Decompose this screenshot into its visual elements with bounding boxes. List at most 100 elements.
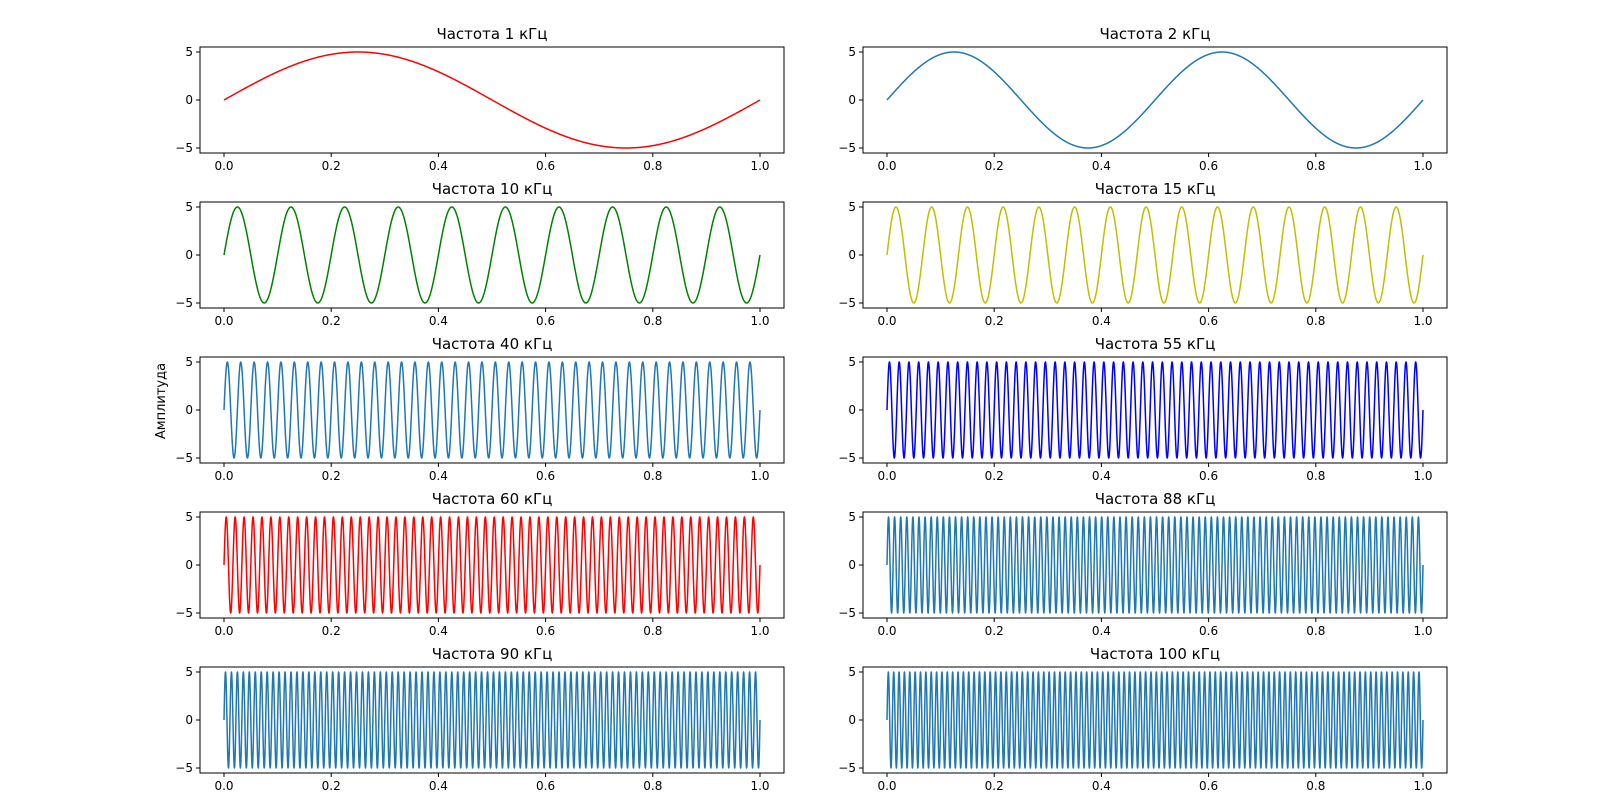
x-tick-label: 0.4: [429, 314, 448, 328]
x-tick-label: 0.0: [877, 314, 896, 328]
x-tick-label: 0.6: [536, 314, 555, 328]
x-tick-label: 0.2: [322, 159, 341, 173]
x-tick-label: 0.6: [1199, 314, 1218, 328]
y-tick-label: 0: [185, 248, 193, 262]
x-tick-label: 1.0: [1413, 624, 1432, 638]
x-tick-label: 0.4: [1092, 159, 1111, 173]
x-tick-label: 1.0: [750, 779, 769, 793]
x-tick-label: 1.0: [750, 469, 769, 483]
y-tick-label: 0: [185, 713, 193, 727]
panel-title: Частота 90 кГц: [432, 645, 553, 663]
y-tick-label: 0: [848, 403, 856, 417]
panel-title: Частота 40 кГц: [432, 335, 553, 353]
signal-line: [223, 361, 761, 459]
panel-title: Частота 60 кГц: [432, 490, 553, 508]
subplot-60khz: Частота 60 кГц 0.0 0.2 0.4 0.6 0.8 1.0 5 0 −5: [175, 490, 785, 638]
x-tick-label: 0.2: [985, 624, 1004, 638]
x-tick-label: 0.6: [536, 779, 555, 793]
panel-title: Частота 15 кГц: [1095, 180, 1216, 198]
x-tick-label: 1.0: [1413, 779, 1432, 793]
panel-title: Частота 55 кГц: [1095, 335, 1216, 353]
x-tick-label: 0.4: [429, 159, 448, 173]
x-tick-label: 0.6: [536, 469, 555, 483]
x-tick-label: 0.6: [1199, 624, 1218, 638]
subplot-100khz: Частота 100 кГц 0.0 0.2 0.4 0.6 0.8 1.0 5 0 −5: [838, 645, 1448, 793]
signal-line: [223, 671, 761, 769]
y-tick-label: 0: [185, 93, 193, 107]
panel-title: Частота 1 кГц: [436, 25, 547, 43]
subplot-1khz: Частота 1 кГц 0.0 0.2 0.4 0.6 0.8 1.0 5 0 −5: [175, 25, 785, 173]
y-tick-label: 5: [848, 665, 856, 679]
y-tick-label: −5: [175, 761, 193, 775]
x-tick-label: 1.0: [1413, 469, 1432, 483]
y-tick-label: 5: [185, 665, 193, 679]
signal-line: [886, 51, 1424, 149]
panel-title: Частота 2 кГц: [1099, 25, 1210, 43]
y-tick-label: 0: [185, 558, 193, 572]
panel-title: Частота 88 кГц: [1095, 490, 1216, 508]
x-tick-label: 0.2: [322, 314, 341, 328]
x-tick-label: 0.4: [429, 469, 448, 483]
signal-line: [223, 516, 761, 614]
y-tick-label: −5: [838, 606, 856, 620]
x-tick-label: 0.0: [877, 624, 896, 638]
x-tick-label: 0.2: [322, 779, 341, 793]
x-tick-label: 0.6: [536, 624, 555, 638]
y-tick-label: 5: [185, 200, 193, 214]
panel-title: Частота 100 кГц: [1090, 645, 1220, 663]
x-tick-label: 1.0: [1413, 159, 1432, 173]
subplot-40khz: Частота 40 кГц 0.0 0.2 0.4 0.6 0.8 1.0 5 0 −5: [175, 335, 785, 483]
x-tick-label: 0.4: [1092, 624, 1111, 638]
x-tick-label: 0.8: [643, 314, 662, 328]
x-tick-label: 0.8: [1306, 314, 1325, 328]
x-tick-label: 0.0: [214, 779, 233, 793]
subplot-15khz: Частота 15 кГц 0.0 0.2 0.4 0.6 0.8 1.0 5 0 −5: [838, 180, 1448, 328]
y-tick-label: −5: [838, 296, 856, 310]
x-tick-label: 0.8: [1306, 779, 1325, 793]
x-tick-label: 0.2: [322, 469, 341, 483]
y-tick-label: 0: [848, 713, 856, 727]
y-tick-label: −5: [838, 451, 856, 465]
signal-line: [886, 516, 1424, 614]
y-tick-label: −5: [175, 141, 193, 155]
x-tick-label: 0.8: [1306, 159, 1325, 173]
subplot-2khz: Частота 2 кГц 0.0 0.2 0.4 0.6 0.8 1.0 5 0 −5: [838, 25, 1448, 173]
signal-line: [223, 206, 761, 304]
y-tick-label: 5: [848, 45, 856, 59]
x-tick-label: 0.8: [1306, 469, 1325, 483]
signal-line: [886, 361, 1424, 459]
x-tick-label: 0.2: [322, 624, 341, 638]
x-tick-label: 0.0: [214, 469, 233, 483]
x-tick-label: 0.0: [214, 159, 233, 173]
y-tick-label: 0: [848, 558, 856, 572]
x-tick-label: 1.0: [750, 624, 769, 638]
x-tick-label: 0.0: [877, 159, 896, 173]
x-tick-label: 0.8: [1306, 624, 1325, 638]
y-tick-label: 0: [848, 248, 856, 262]
x-tick-label: 0.8: [643, 469, 662, 483]
y-tick-label: −5: [175, 606, 193, 620]
x-tick-label: 1.0: [1413, 314, 1432, 328]
y-tick-label: 5: [848, 510, 856, 524]
x-tick-label: 0.0: [877, 469, 896, 483]
x-tick-label: 0.2: [985, 314, 1004, 328]
x-tick-label: 0.6: [1199, 469, 1218, 483]
signal-line: [223, 51, 761, 149]
y-axis-label: Амплитуда: [154, 363, 169, 439]
x-tick-label: 0.2: [985, 469, 1004, 483]
y-tick-label: 5: [185, 355, 193, 369]
x-tick-label: 0.8: [643, 624, 662, 638]
y-tick-label: 5: [185, 510, 193, 524]
y-tick-label: 5: [848, 355, 856, 369]
x-tick-label: 0.6: [1199, 779, 1218, 793]
x-tick-label: 0.0: [877, 779, 896, 793]
y-tick-label: −5: [838, 761, 856, 775]
y-tick-label: −5: [175, 451, 193, 465]
subplot-90khz: Частота 90 кГц 0.0 0.2 0.4 0.6 0.8 1.0 5 0 −5: [175, 645, 785, 793]
y-tick-label: 5: [848, 200, 856, 214]
x-tick-label: 0.2: [985, 779, 1004, 793]
x-tick-label: 0.6: [536, 159, 555, 173]
x-tick-label: 0.4: [1092, 314, 1111, 328]
